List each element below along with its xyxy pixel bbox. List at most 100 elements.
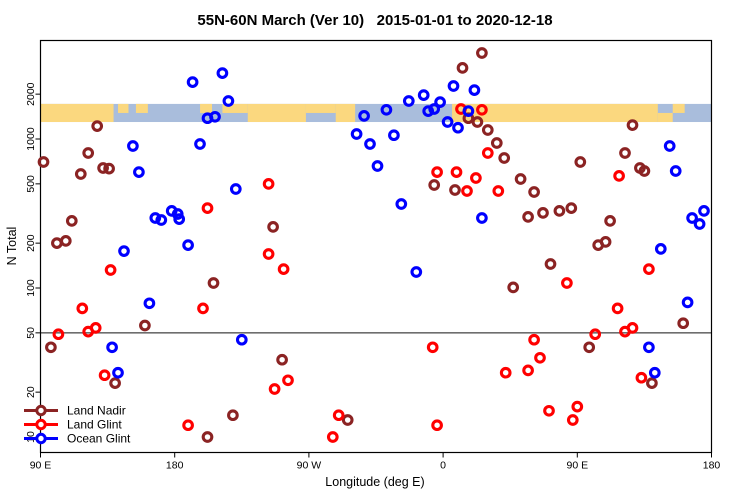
y-tick-label: 2000 — [25, 82, 37, 106]
y-tick-label: 1000 — [25, 127, 37, 151]
data-point-land-nadir — [74, 168, 87, 180]
data-point-land-glint — [426, 341, 439, 354]
data-point-land-nadir — [528, 186, 540, 198]
data-point-land-glint — [561, 277, 573, 289]
data-point-ocean-glint — [229, 183, 242, 195]
data-point-land-nadir — [139, 319, 151, 332]
data-point-land-nadir — [471, 116, 484, 128]
data-point-land-glint — [534, 351, 546, 364]
data-point-ocean-glint — [358, 110, 370, 122]
y-tick-label: 20 — [25, 386, 37, 398]
x-tick-label: 90 E — [30, 460, 52, 472]
data-point-land-nadir — [341, 414, 354, 426]
data-point-ocean-glint — [127, 140, 139, 152]
x-tick-label: 180 — [166, 460, 184, 472]
y-tick-label: 50 — [25, 327, 37, 339]
data-point-land-glint — [522, 364, 534, 377]
data-point-land-glint — [104, 264, 117, 276]
data-point-land-nadir — [82, 147, 95, 159]
data-point-land-glint — [201, 202, 214, 214]
data-point-land-nadir — [91, 120, 104, 132]
data-point-land-glint — [476, 103, 488, 116]
x-tick-label: 90 W — [297, 460, 322, 472]
map-band-land — [40, 103, 114, 123]
data-point-land-nadir — [553, 205, 566, 217]
y-tick-label: 100 — [25, 279, 37, 297]
legend-marker-ocean-glint — [35, 432, 47, 445]
data-point-land-nadir — [646, 377, 658, 389]
legend-label-land-nadir: Land Nadir — [67, 404, 126, 418]
data-point-land-glint — [431, 419, 443, 432]
data-point-land-nadir — [65, 215, 78, 227]
data-point-land-glint — [262, 248, 275, 260]
data-point-land-glint — [197, 302, 209, 315]
x-tick-label: 0 — [440, 460, 446, 472]
map-band-land — [452, 103, 658, 123]
data-point-land-nadir — [476, 47, 488, 59]
data-point-ocean-glint — [380, 103, 393, 116]
data-point-land-nadir — [51, 237, 63, 249]
data-point-land-nadir — [574, 156, 587, 168]
data-point-land-nadir — [599, 236, 612, 248]
data-point-ocean-glint — [402, 95, 415, 107]
data-point-ocean-glint — [681, 296, 694, 309]
data-point-ocean-glint — [462, 105, 475, 117]
data-point-land-nadir — [37, 156, 50, 168]
data-point-ocean-glint — [112, 366, 124, 379]
data-point-land-nadir — [109, 377, 121, 389]
data-point-land-nadir — [498, 152, 511, 164]
data-point-ocean-glint — [428, 103, 441, 115]
legend-marker-land-glint — [35, 418, 47, 431]
data-point-land-glint — [528, 333, 540, 346]
data-point-land-glint — [326, 431, 339, 443]
data-point-ocean-glint — [388, 129, 400, 142]
map-band-land-patch — [222, 103, 248, 113]
data-point-land-nadir — [514, 173, 527, 185]
data-point-ocean-glint — [669, 165, 682, 177]
data-point-ocean-glint — [118, 245, 130, 257]
data-point-land-glint — [98, 369, 111, 382]
legend-label-ocean-glint: Ocean Glint — [67, 432, 131, 446]
data-point-ocean-glint — [468, 84, 481, 96]
data-point-land-nadir — [201, 431, 214, 443]
data-point-land-glint — [76, 302, 89, 315]
data-point-ocean-glint — [194, 138, 206, 150]
map-band-land-patch — [200, 103, 212, 113]
data-point-land-nadir — [276, 353, 288, 366]
chart-title: 55N-60N March (Ver 10) 2015-01-01 to 202… — [197, 12, 553, 29]
data-point-land-nadir — [428, 179, 441, 191]
data-point-ocean-glint — [143, 297, 156, 310]
y-tick-label: 500 — [25, 175, 37, 193]
data-point-ocean-glint — [216, 67, 229, 79]
data-point-ocean-glint — [133, 166, 145, 178]
legend-marker-land-nadir — [35, 404, 47, 417]
data-point-land-glint — [268, 383, 281, 395]
data-point-land-nadir — [207, 277, 220, 289]
data-point-land-nadir — [583, 341, 596, 354]
data-point-land-glint — [89, 322, 102, 334]
data-point-ocean-glint — [476, 212, 488, 224]
data-point-land-glint — [450, 166, 463, 178]
data-point-ocean-glint — [686, 212, 698, 224]
data-point-land-glint — [571, 400, 584, 413]
data-point-land-glint — [332, 409, 345, 422]
data-point-ocean-glint — [693, 218, 706, 230]
data-point-land-nadir — [626, 119, 639, 131]
data-point-land-glint — [643, 263, 655, 275]
map-band-land-patch — [305, 103, 336, 113]
map-band-land-patch — [672, 103, 685, 113]
data-point-ocean-glint — [173, 213, 186, 225]
data-point-ocean-glint — [364, 138, 376, 150]
x-axis-label: Longitude (deg E) — [325, 475, 425, 489]
legend-label-land-glint: Land Glint — [67, 418, 122, 432]
map-band-land-patch — [135, 103, 148, 113]
data-point-ocean-glint — [452, 121, 464, 134]
map-band-land — [247, 103, 306, 123]
data-point-land-glint — [499, 366, 512, 379]
data-point-ocean-glint — [235, 333, 248, 346]
data-point-land-nadir — [97, 162, 109, 174]
data-point-land-glint — [481, 147, 494, 159]
data-point-ocean-glint — [447, 80, 460, 92]
data-point-ocean-glint — [417, 89, 430, 101]
